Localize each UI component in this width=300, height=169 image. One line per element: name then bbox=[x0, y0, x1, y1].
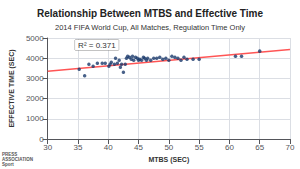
svg-text:0: 0 bbox=[39, 134, 44, 144]
svg-text:ASSOCIATION: ASSOCIATION bbox=[2, 157, 33, 162]
svg-text:MTBS (SEC): MTBS (SEC) bbox=[148, 156, 189, 164]
svg-text:EFFECTIVE TIME (SEC): EFFECTIVE TIME (SEC) bbox=[8, 49, 16, 127]
svg-text:Sport: Sport bbox=[2, 162, 14, 167]
svg-text:40: 40 bbox=[104, 143, 113, 152]
svg-text:65: 65 bbox=[255, 143, 264, 152]
svg-text:2014 FIFA World Cup, All Match: 2014 FIFA World Cup, All Matches, Regula… bbox=[55, 23, 245, 32]
svg-text:Relationship Between MTBS and: Relationship Between MTBS and Effective … bbox=[37, 8, 263, 19]
svg-text:55: 55 bbox=[195, 143, 204, 152]
svg-text:2000: 2000 bbox=[26, 94, 44, 103]
svg-text:4000: 4000 bbox=[26, 54, 44, 63]
svg-text:1000: 1000 bbox=[26, 114, 44, 123]
svg-text:35: 35 bbox=[74, 143, 83, 152]
svg-text:R² = 0.371: R² = 0.371 bbox=[78, 41, 116, 50]
svg-text:PRESS: PRESS bbox=[2, 152, 18, 157]
svg-text:30: 30 bbox=[43, 143, 52, 152]
svg-text:60: 60 bbox=[225, 143, 234, 152]
svg-text:45: 45 bbox=[134, 143, 143, 152]
svg-text:50: 50 bbox=[164, 143, 173, 152]
svg-text:5000: 5000 bbox=[26, 34, 44, 43]
svg-text:3000: 3000 bbox=[26, 74, 44, 83]
svg-text:70: 70 bbox=[286, 143, 295, 152]
